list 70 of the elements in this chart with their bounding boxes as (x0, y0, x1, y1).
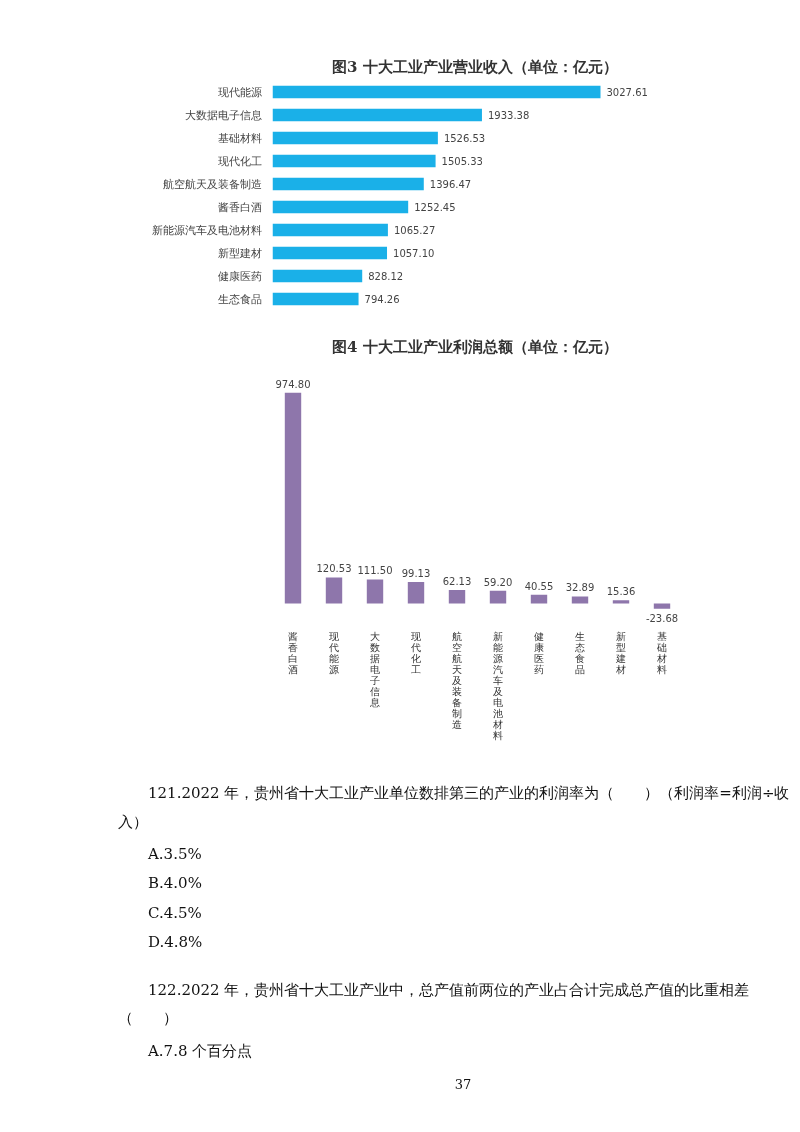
text: D.4.8% (148, 932, 204, 954)
x-tick-label: 生态食品 (574, 630, 585, 675)
text: A.3.5% (148, 844, 203, 865)
data-label: 1933.38 (487, 110, 530, 121)
chart-title: 图3 十大工业产业营业收入（单位：亿元） (332, 57, 618, 76)
y-tick-label: 新能源汽车及电池材料 (151, 223, 262, 237)
x-tick-label: 基础材料 (656, 630, 667, 675)
data-label: 828.12 (368, 271, 404, 282)
data-label: 1526.53 (443, 133, 486, 144)
data-label: 120.53 (316, 563, 352, 575)
text: 122.2022 年，贵州省十大工业产业中，总产值前两位的产业占合计完成总产值的比重相差（ ） (118, 979, 751, 1030)
y-tick-label: 基础材料 (217, 131, 262, 145)
data-label: 32.89 (565, 582, 595, 594)
bar (272, 131, 438, 145)
bar (612, 600, 630, 604)
bar (272, 85, 601, 99)
x-tick-label: 酱香白酒 (288, 630, 298, 675)
bar (272, 177, 424, 191)
bar (272, 269, 363, 283)
x-tick-label: 健康医药 (534, 630, 544, 675)
data-label: 40.55 (524, 580, 554, 592)
data-label: 1065.27 (393, 225, 436, 236)
data-label: 99.13 (401, 568, 431, 580)
y-tick-label: 航空航天及装备制造 (162, 177, 262, 191)
data-label: 62.13 (442, 576, 472, 588)
bar (284, 392, 302, 604)
data-label: 1505.33 (441, 156, 483, 167)
data-label: 111.50 (357, 565, 393, 577)
x-tick-label: 新型建材 (615, 630, 626, 675)
bar (272, 154, 436, 168)
y-tick-label: 现代化工 (217, 154, 262, 168)
y-tick-label: 酱香白酒 (217, 200, 262, 214)
bar (407, 582, 425, 604)
bar (272, 292, 359, 306)
category-label: 新能源汽车及电池材料 (493, 630, 503, 741)
y-tick-label: 生态食品 (217, 292, 262, 306)
text: 37 (453, 1076, 473, 1095)
x-tick-label: 大数据电子信息 (369, 630, 380, 708)
bar (571, 596, 589, 604)
y-tick-label: 新型建材 (217, 246, 262, 260)
data-label: 1252.45 (414, 202, 456, 213)
bar (489, 590, 507, 604)
bar (448, 590, 466, 604)
data-label: 974.80 (275, 378, 311, 390)
x-tick-label: 现代能源 (328, 630, 339, 675)
data-label: 794.26 (364, 294, 400, 305)
x-tick-label: 现代化工 (410, 630, 421, 675)
category-label: 航空航天及装备制造 (452, 630, 462, 730)
y-tick-label: 现代能源 (217, 85, 262, 99)
text: A.7.8 个百分点 (148, 1040, 254, 1062)
text: C.4.5% (148, 902, 203, 924)
y-tick-label: 健康医药 (217, 269, 262, 283)
bar (272, 200, 409, 214)
data-label: -23.68 (645, 612, 679, 624)
bar (366, 579, 384, 604)
y-tick-label: 大数据电子信息 (184, 108, 262, 122)
data-label: 1396.47 (429, 179, 472, 190)
chart-title: 图4 十大工业产业利润总额（单位：亿元） (332, 337, 618, 356)
bar (272, 246, 388, 260)
bar (530, 594, 548, 604)
bar (325, 577, 343, 604)
bar (653, 603, 671, 609)
bar (272, 223, 388, 237)
data-label: 15.36 (606, 586, 636, 598)
text: 121.2022 年，贵州省十大工业产业单位数排第三的产业的利润率为（ ）（利润率=利润÷收入） (118, 783, 791, 833)
data-label: 3027.61 (606, 87, 648, 98)
data-label: 1057.10 (393, 248, 435, 259)
data-label: 59.20 (483, 576, 513, 588)
bar (272, 108, 482, 122)
text: B.4.0% (148, 873, 203, 895)
